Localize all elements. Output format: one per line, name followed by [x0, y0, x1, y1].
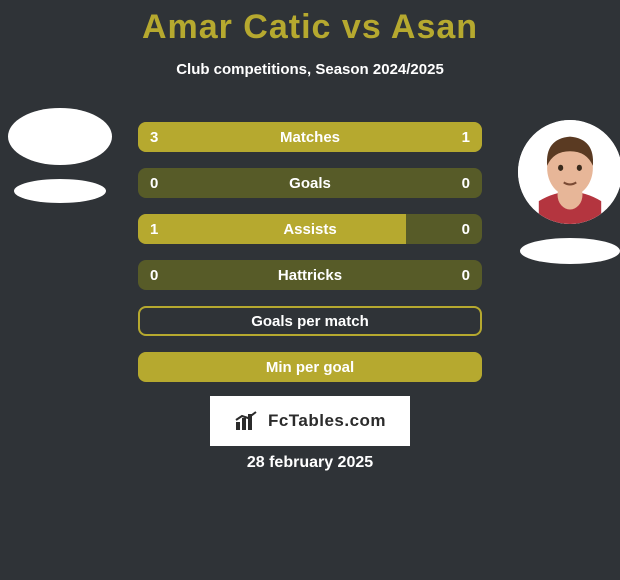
bar-label: Hattricks — [138, 260, 482, 290]
subtitle: Club competitions, Season 2024/2025 — [0, 61, 620, 78]
bar-fill-left — [138, 214, 406, 244]
date-text: 28 february 2025 — [0, 454, 620, 472]
bar-label: Goals per match — [140, 308, 480, 334]
bar-label: Goals — [138, 168, 482, 198]
brand-box: FcTables.com — [210, 396, 410, 446]
bar-value-left: 0 — [150, 260, 158, 290]
title-vs: vs — [342, 8, 382, 46]
chart-icon — [234, 410, 262, 432]
page-title: Amar Catic vs Asan — [0, 0, 620, 47]
team-pill-left — [14, 179, 106, 203]
bar-fill-left — [138, 352, 482, 382]
title-player2: Asan — [391, 8, 478, 46]
bar-row: Goals0 0 — [138, 168, 482, 198]
bar-row: Matches31 — [138, 122, 482, 152]
bar-row: Goals per match — [138, 306, 482, 336]
bar-row: Assists10 — [138, 214, 482, 244]
face-icon — [518, 120, 620, 224]
brand-text: FcTables.com — [268, 411, 386, 431]
team-pill-right — [520, 238, 620, 264]
player-right — [510, 120, 620, 264]
bar-value-right: 0 — [462, 260, 470, 290]
bar-value-left: 0 — [150, 168, 158, 198]
bar-value-right: 0 — [462, 168, 470, 198]
comparison-bars: Matches31Goals00Assists10Hattricks00Goal… — [138, 122, 482, 398]
bar-fill-right — [396, 122, 482, 152]
avatar-right — [518, 120, 620, 224]
player-left — [0, 108, 120, 203]
bar-row: Hattricks0 0 — [138, 260, 482, 290]
infographic-canvas: Amar Catic vs Asan Club competitions, Se… — [0, 0, 620, 580]
bar-row: Min per goal — [138, 352, 482, 382]
title-player1: Amar Catic — [142, 8, 332, 46]
bar-value-right: 0 — [462, 214, 470, 244]
bar-fill-left — [138, 122, 396, 152]
avatar-left — [8, 108, 112, 165]
